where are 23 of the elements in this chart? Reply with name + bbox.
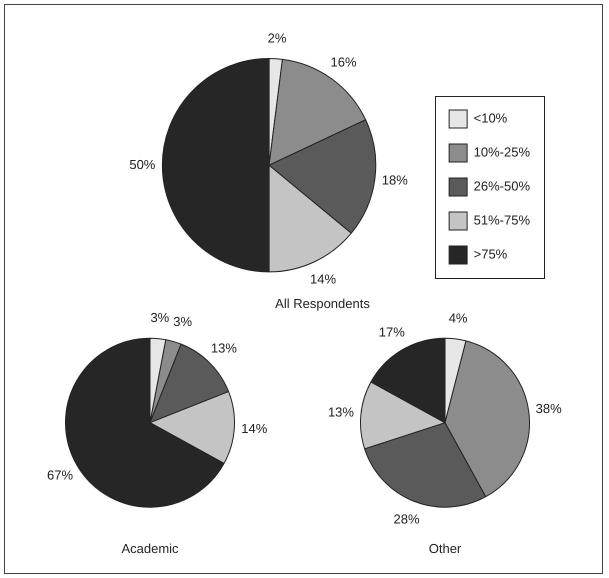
data-label: 50% <box>129 156 156 172</box>
data-label: 14% <box>241 420 268 436</box>
data-label: 13% <box>210 340 238 356</box>
text: Other <box>428 540 462 556</box>
data-label: 17% <box>378 324 406 340</box>
data-label: 67% <box>47 467 74 482</box>
data-label: 3% <box>173 314 192 329</box>
legend-label: 51%-75% <box>474 212 530 228</box>
legend-label: 10%-25% <box>474 144 530 160</box>
data-label: 38% <box>536 401 562 416</box>
data-label: 18% <box>382 172 408 188</box>
legend-label: <10% <box>474 110 508 126</box>
data-label: 4% <box>448 310 468 326</box>
data-label: 28% <box>394 511 420 526</box>
legend-label: >75% <box>474 246 508 262</box>
text: Academic <box>121 540 180 556</box>
data-label: 16% <box>330 54 357 70</box>
legend-label: 26%-50% <box>474 178 530 194</box>
data-label: 14% <box>310 271 336 286</box>
data-label: 2% <box>268 30 287 46</box>
data-label: 13% <box>328 404 354 420</box>
text: All Respondents <box>275 296 370 311</box>
data-label: 3% <box>150 310 170 326</box>
